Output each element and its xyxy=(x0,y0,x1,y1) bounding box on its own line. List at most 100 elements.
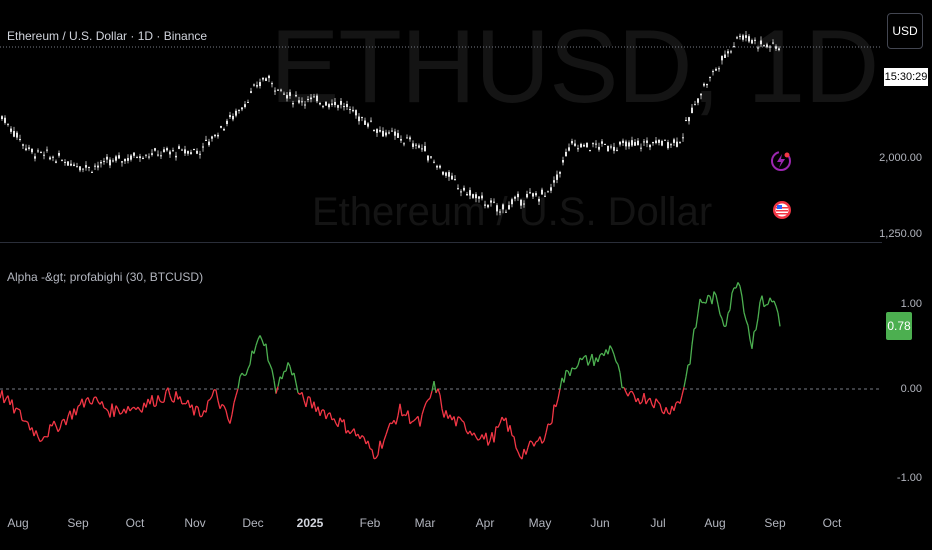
price-candle xyxy=(355,110,357,116)
price-candle xyxy=(148,156,150,158)
indicator-line-segment xyxy=(21,419,25,422)
indicator-line-segment xyxy=(585,355,589,366)
price-candle xyxy=(184,149,186,154)
earnings-bolt-icon[interactable] xyxy=(770,150,792,172)
indicator-line-segment xyxy=(495,425,499,429)
indicator-line-segment xyxy=(581,356,585,361)
indicator-line-segment xyxy=(59,420,63,429)
price-candle xyxy=(70,163,72,166)
price-candle xyxy=(586,142,588,148)
price-candle xyxy=(232,116,234,120)
indicator-line-segment xyxy=(267,360,271,365)
indicator-line-segment xyxy=(217,400,221,409)
price-candle xyxy=(508,205,510,210)
indicator-line-segment xyxy=(371,449,375,459)
indicator-line-segment xyxy=(629,390,633,393)
price-candle xyxy=(763,45,765,47)
indicator-line-segment xyxy=(235,388,239,396)
indicator-line-segment xyxy=(253,345,257,354)
indicator-line-segment xyxy=(47,424,51,437)
price-candle xyxy=(493,201,495,203)
price-candle xyxy=(421,148,423,150)
indicator-line-segment xyxy=(669,405,673,415)
indicator-line-segment xyxy=(659,403,663,412)
price-candle xyxy=(757,47,759,49)
indicator-line-segment xyxy=(53,420,57,427)
time-axis-label: Apr xyxy=(475,516,495,530)
price-candle xyxy=(388,132,390,134)
indicator-line-segment xyxy=(657,401,661,405)
price-candle xyxy=(460,191,462,193)
indicator-line-segment xyxy=(65,416,69,426)
price-candle xyxy=(337,105,339,108)
price-candle xyxy=(241,107,243,110)
price-candle xyxy=(172,150,174,152)
price-candle xyxy=(619,141,621,145)
price-candle xyxy=(7,123,9,125)
price-candle xyxy=(490,200,492,203)
indicator-line-segment xyxy=(131,406,135,409)
indicator-line-segment xyxy=(715,294,719,305)
indicator-line-segment xyxy=(105,408,109,412)
indicator-line-segment xyxy=(157,395,161,402)
indicator-line-segment xyxy=(301,392,305,401)
indicator-line-segment xyxy=(155,395,159,407)
price-candle xyxy=(739,35,741,37)
indicator-line-segment xyxy=(463,422,467,431)
indicator-line-segment xyxy=(639,401,643,405)
time-axis-label: Feb xyxy=(359,516,381,530)
time-axis-label: Dec xyxy=(242,516,264,530)
price-candle xyxy=(445,172,447,176)
indicator-line-segment xyxy=(281,371,285,380)
price-candle xyxy=(142,157,144,160)
indicator-line-segment xyxy=(363,437,367,445)
indicator-line-segment xyxy=(269,364,273,370)
price-candle xyxy=(610,146,612,148)
price-candle xyxy=(583,144,585,147)
indicator-line-segment xyxy=(19,409,23,421)
price-candle xyxy=(367,123,369,127)
price-candle xyxy=(52,156,54,158)
price-candle xyxy=(415,144,417,146)
indicator-line-segment xyxy=(441,408,445,418)
indicator-line-segment xyxy=(735,282,739,289)
price-candle xyxy=(208,141,210,146)
price-candle xyxy=(688,117,690,122)
price-candle xyxy=(217,134,219,137)
price-axis[interactable]: 2,000.00 1,250.00 1.00 0.00 -1.00 xyxy=(879,0,932,550)
indicator-line-segment xyxy=(729,292,733,310)
indicator-line-segment xyxy=(597,354,601,363)
main-legend[interactable]: Ethereum / U.S. Dollar · 1D · Binance xyxy=(7,29,208,43)
indicator-line-segment xyxy=(593,357,597,367)
price-candle xyxy=(145,154,147,156)
price-candle xyxy=(742,35,744,40)
indicator-line-segment xyxy=(439,394,443,409)
indicator-line-segment xyxy=(761,295,765,307)
indicator-line-segment xyxy=(453,416,457,427)
price-candle xyxy=(733,46,735,48)
indicator-line-segment xyxy=(499,416,503,424)
indicator-line-segment xyxy=(563,370,567,383)
pane-divider[interactable] xyxy=(0,242,882,243)
indicator-line-segment xyxy=(533,441,537,447)
us-flag-event-icon[interactable] xyxy=(772,200,792,220)
indicator-line-segment xyxy=(731,287,735,294)
price-candle xyxy=(745,35,747,38)
price-candle xyxy=(517,193,519,198)
price-candle xyxy=(529,192,531,194)
indicator-line-segment xyxy=(513,436,517,448)
indicator-line-segment xyxy=(17,408,21,411)
indicator-legend[interactable]: Alpha -&gt; profabighi (30, BTCUSD) xyxy=(7,270,204,284)
currency-button[interactable]: USD xyxy=(887,13,923,49)
indicator-line-segment xyxy=(7,395,11,406)
price-candle xyxy=(283,93,285,95)
indicator-line-segment xyxy=(409,421,413,425)
indicator-line-segment xyxy=(141,402,145,413)
price-candle xyxy=(532,193,534,197)
price-candle xyxy=(718,68,720,70)
indicator-line-segment xyxy=(191,404,195,416)
price-candle xyxy=(115,156,117,161)
indicator-line-segment xyxy=(555,398,559,407)
